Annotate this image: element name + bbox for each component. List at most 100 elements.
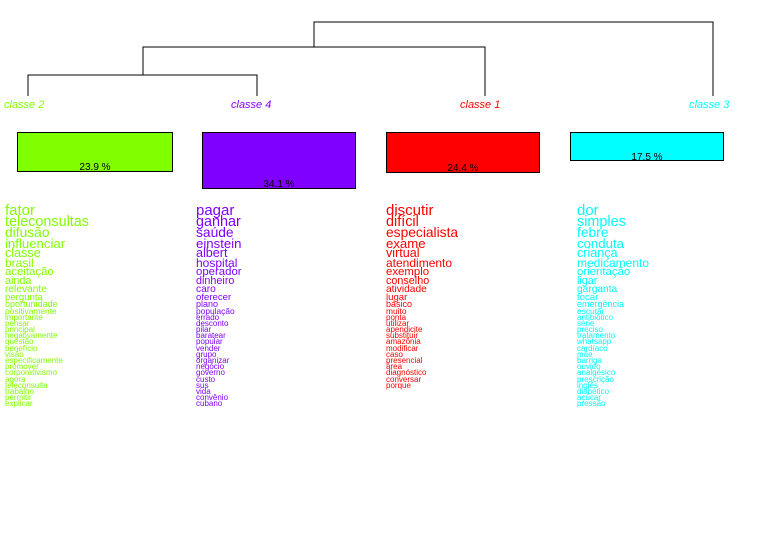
- word: pagar: [196, 202, 235, 219]
- word: orientação: [577, 266, 631, 279]
- word: trabalho: [5, 387, 34, 397]
- word: custo: [196, 374, 216, 384]
- word: visão: [5, 349, 24, 359]
- word: exemplo: [386, 266, 430, 279]
- word: apendicite: [386, 325, 423, 335]
- word: pensar: [5, 318, 30, 328]
- class-label-3: classe 3: [689, 99, 730, 111]
- word-list-classe-2: fator teleconsultas difusão influenciar clas…: [5, 202, 180, 409]
- word: prescrição: [577, 374, 614, 384]
- class-label-4: classe 4: [231, 99, 272, 111]
- word: hospital: [196, 255, 238, 270]
- branch-root: [313, 21, 714, 96]
- word: exame: [386, 235, 426, 251]
- word: porque: [386, 380, 411, 390]
- word: oportunidade: [5, 299, 58, 310]
- word: emergência: [577, 299, 625, 310]
- word: grupo: [196, 349, 217, 359]
- word: barriga: [577, 356, 602, 366]
- word: questão: [5, 337, 34, 347]
- word: conversar: [386, 374, 422, 384]
- word: difícil: [386, 213, 419, 230]
- class-label-1: classe 1: [460, 99, 501, 111]
- word: presencial: [386, 356, 423, 366]
- word: escutar: [577, 306, 605, 317]
- word: vender: [196, 343, 221, 353]
- percent-box-classe-3: 17.5 %: [570, 132, 724, 163]
- word: convênio: [196, 393, 229, 403]
- word: promover: [5, 362, 39, 372]
- word: febre: [577, 224, 609, 240]
- word: plano: [196, 299, 219, 310]
- word: utilizar: [386, 318, 410, 328]
- word: série: [577, 318, 595, 328]
- word: influenciar: [5, 235, 66, 251]
- word: permitir: [5, 393, 32, 403]
- word: antibiótico: [577, 312, 614, 322]
- word: tocar: [577, 291, 599, 303]
- word: discutir: [386, 202, 434, 219]
- word: positivamente: [5, 306, 57, 317]
- word: teleconsulta: [5, 380, 48, 390]
- word: pilar: [196, 325, 212, 335]
- word: negócio: [196, 362, 225, 372]
- word: inglês: [577, 380, 598, 390]
- word: ganhar: [196, 213, 241, 230]
- word: desconto: [196, 318, 229, 328]
- percent-box-classe-2: 23.9 %: [17, 132, 173, 173]
- word: dinheiro: [196, 275, 235, 288]
- word: explicar: [5, 399, 33, 409]
- percent-label: 23.9 %: [79, 162, 111, 173]
- word: virtual: [386, 246, 420, 260]
- percent-label: 17.5 %: [631, 152, 663, 163]
- word: criança: [577, 246, 618, 260]
- word: especialista: [386, 224, 459, 240]
- word: garganta: [577, 283, 618, 295]
- percent-box-classe-1: 24.4 %: [386, 132, 540, 174]
- word: organizar: [196, 356, 230, 366]
- word: atendimento: [386, 255, 453, 270]
- word: whatsapp: [577, 337, 612, 347]
- word: caso: [386, 349, 403, 359]
- word: mãe: [577, 349, 593, 359]
- word: simples: [577, 213, 626, 230]
- word: difusão: [5, 224, 50, 240]
- word: einstein: [196, 235, 242, 251]
- word: ponta: [386, 312, 407, 322]
- dendrogram: [27, 21, 714, 96]
- word: área: [386, 362, 403, 372]
- word: população: [196, 306, 235, 317]
- word: vida: [196, 387, 211, 397]
- word: baratear: [196, 331, 226, 341]
- word: negativamente: [5, 331, 58, 341]
- word: diabético: [577, 387, 610, 397]
- word: teleconsultas: [5, 213, 89, 230]
- word: cardíaco: [577, 343, 608, 353]
- word: medicamento: [577, 255, 650, 270]
- word: aceitação: [5, 266, 54, 279]
- word: muito: [386, 306, 407, 317]
- word: saúde: [196, 224, 234, 240]
- word: operador: [196, 266, 242, 279]
- word: errado: [196, 312, 220, 322]
- branch-classe-2-4: [27, 74, 258, 96]
- word: oferecer: [196, 291, 232, 303]
- word: classe: [5, 246, 41, 260]
- word: amazônia: [386, 337, 421, 347]
- word: importante: [5, 312, 43, 322]
- word: governo: [196, 368, 225, 378]
- word: pressão: [577, 399, 606, 409]
- word: preciso: [577, 325, 603, 335]
- word: dor: [577, 202, 599, 219]
- percent-box-classe-4: 34.1 %: [202, 132, 356, 190]
- word: diagnóstico: [386, 368, 427, 378]
- word-list-classe-3: dor simples febre conduta criança medicamento…: [577, 202, 752, 409]
- word: caro: [196, 283, 216, 295]
- word: fator: [5, 202, 36, 219]
- word: ouvido: [577, 362, 601, 372]
- word: açúcar: [577, 393, 602, 403]
- percent-label: 24.4 %: [447, 163, 479, 174]
- word: cubano: [196, 399, 223, 409]
- word: conduta: [577, 235, 624, 251]
- word: ligar: [577, 275, 598, 288]
